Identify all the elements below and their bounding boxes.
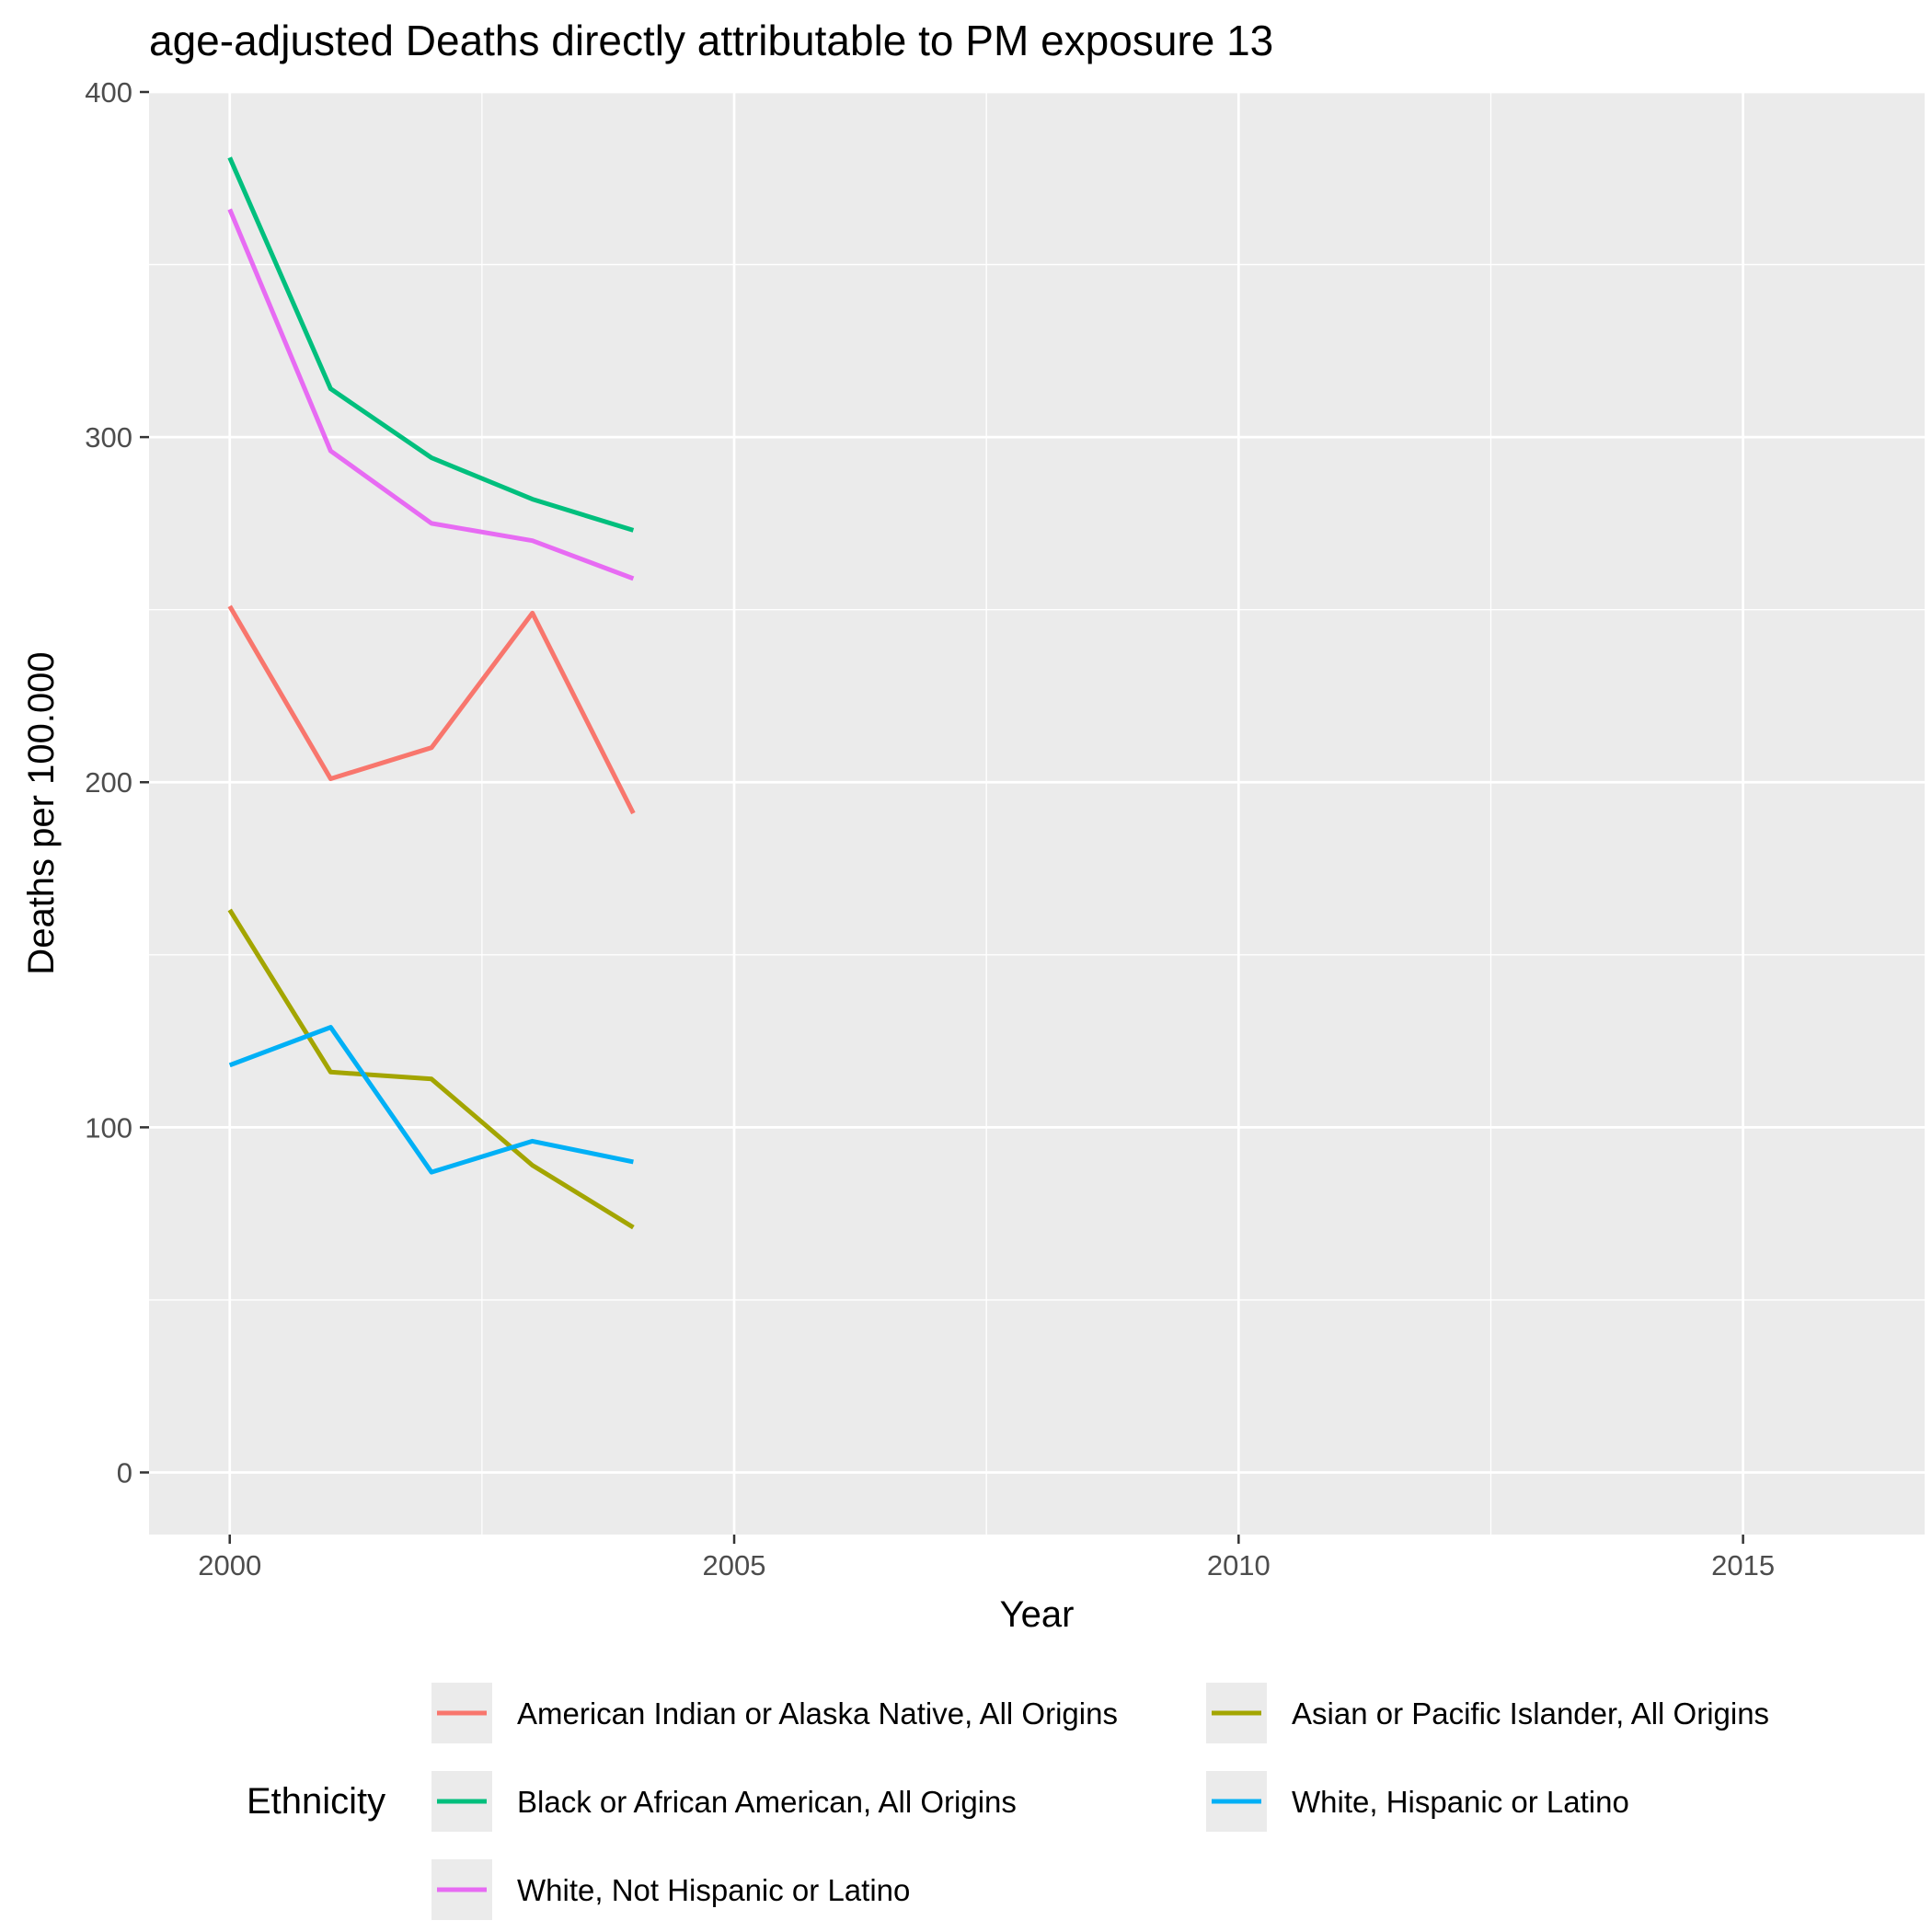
series-line [227, 208, 635, 581]
series-line [227, 156, 635, 533]
legend: Ethnicity American Indian or Alaska Nati… [247, 1681, 1769, 1922]
y-tick-label: 0 [117, 1456, 132, 1489]
x-tick-label: 2010 [1207, 1549, 1271, 1581]
y-axis: 0 100 200 300 400 [85, 76, 149, 1489]
y-tick-label: 200 [85, 766, 132, 799]
x-tick-label: 2000 [198, 1549, 261, 1581]
x-axis: 2000 2005 2010 2015 [198, 1535, 1775, 1581]
series-line [227, 604, 636, 815]
y-axis-title: Deaths per 100.000 [21, 651, 62, 974]
x-tick-label: 2005 [703, 1549, 766, 1581]
plot-panel [149, 92, 1925, 1535]
legend-label: White, Hispanic or Latino [1292, 1785, 1629, 1819]
y-tick-label: 100 [85, 1111, 132, 1144]
legend-label: Black or African American, All Origins [517, 1785, 1017, 1819]
legend-title: Ethnicity [247, 1781, 385, 1822]
x-tick-label: 2015 [1711, 1549, 1775, 1581]
series-line [227, 908, 635, 1230]
chart-title: age-adjusted Deaths directly attributabl… [149, 17, 1273, 64]
y-tick-label: 400 [85, 76, 132, 109]
grid-lines [149, 90, 1925, 1535]
legend-label: White, Not Hispanic or Latino [517, 1873, 910, 1907]
y-tick-label: 300 [85, 421, 132, 454]
legend-label: Asian or Pacific Islander, All Origins [1292, 1696, 1769, 1731]
legend-label: American Indian or Alaska Native, All Or… [517, 1696, 1118, 1731]
series-line [228, 1025, 634, 1175]
series-lines [227, 156, 636, 1230]
x-axis-title: Year [1000, 1594, 1075, 1635]
